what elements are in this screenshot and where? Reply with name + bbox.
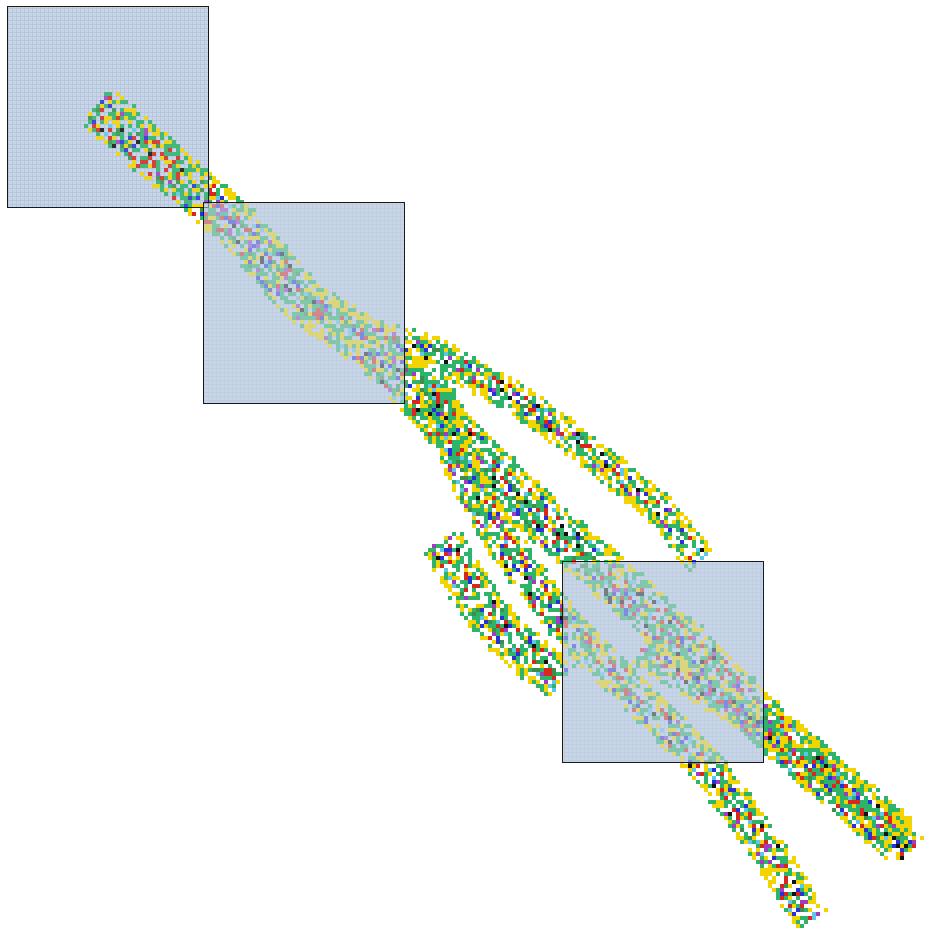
frame-border (562, 561, 764, 763)
frame-veil (562, 561, 764, 763)
frame-border (7, 6, 209, 208)
frame-veil (7, 6, 209, 208)
frame-border (203, 202, 405, 404)
frame-veil (203, 202, 405, 404)
frame-border-group (7, 6, 764, 763)
